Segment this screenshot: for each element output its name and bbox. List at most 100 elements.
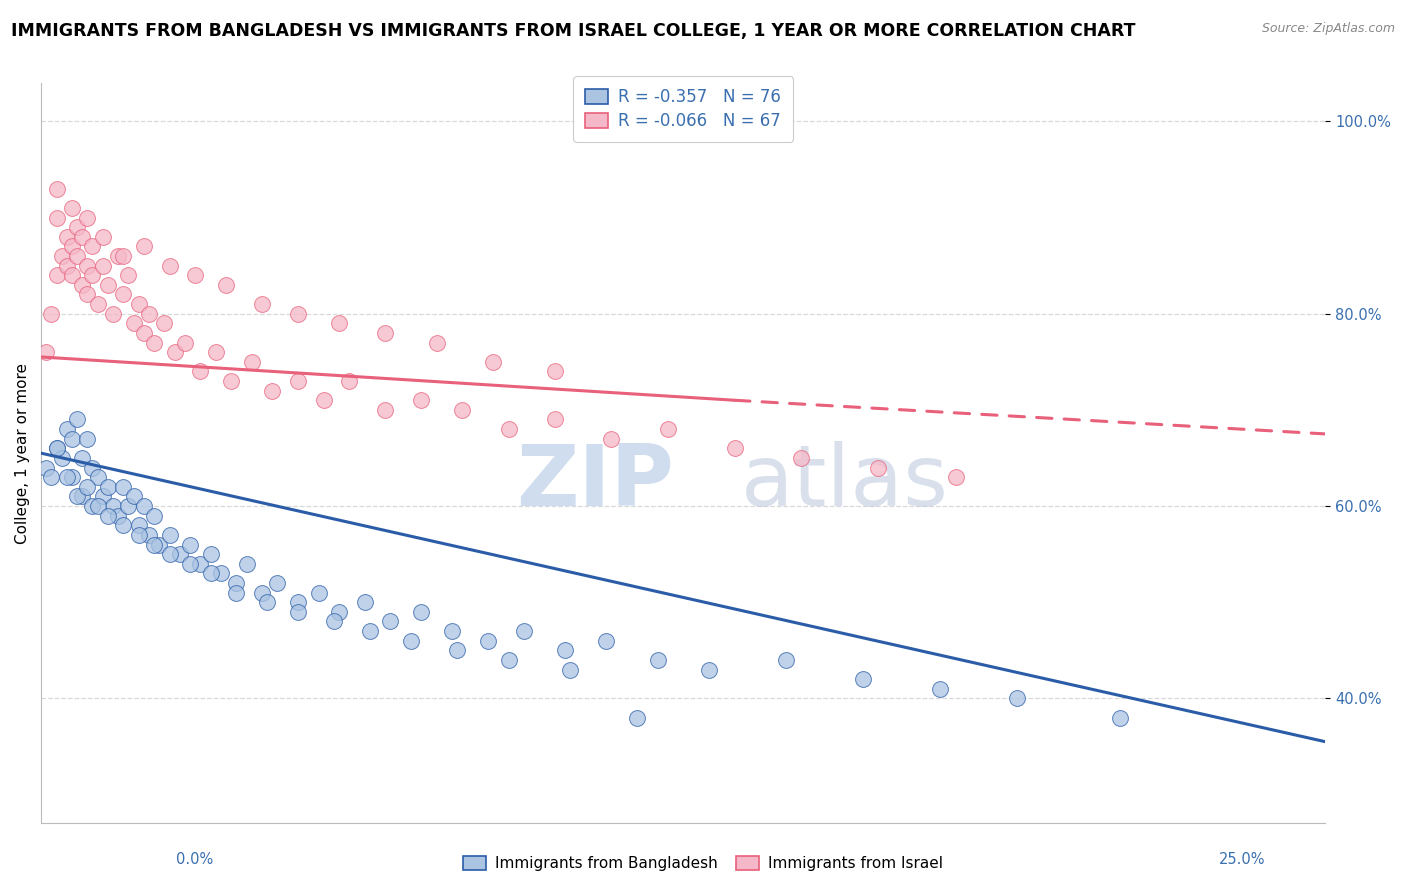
Point [143,537,166,551]
Point [122,316,145,330]
Point [179,537,201,551]
Point [97,277,120,292]
Point [45,211,67,225]
Point [60,201,83,215]
Point [70,277,93,292]
Point [868,460,890,475]
Point [600,432,623,446]
Point [132,326,155,340]
Point [45,268,67,283]
Point [169,547,191,561]
Point [380,615,402,629]
Point [225,585,247,599]
Point [225,576,247,591]
Point [595,633,617,648]
Point [399,633,422,648]
Point [359,624,381,639]
Point [70,450,93,465]
Point [45,442,67,456]
Point [209,566,232,581]
Point [323,615,346,629]
Point [544,412,567,426]
Point [132,499,155,513]
Point [66,220,89,235]
Point [411,393,433,408]
Point [308,585,330,599]
Point [138,528,160,542]
Point [86,297,108,311]
Point [174,335,197,350]
Point [451,403,474,417]
Point [76,259,98,273]
Point [107,508,129,523]
Point [190,364,212,378]
Point [163,345,186,359]
Point [76,432,98,446]
Point [143,335,166,350]
Point [66,249,89,263]
Point [51,249,73,263]
Point [112,480,135,494]
Point [697,663,720,677]
Point [240,355,263,369]
Point [91,229,114,244]
Point [256,595,278,609]
Point [60,470,83,484]
Point [477,633,499,648]
Text: ZIP: ZIP [516,442,673,524]
Point [657,422,679,436]
Text: 0.0%: 0.0% [176,852,212,867]
Point [82,499,104,513]
Point [66,490,89,504]
Point [97,480,120,494]
Point [235,557,257,571]
Point [97,508,120,523]
Point [91,490,114,504]
Point [287,374,309,388]
Point [790,450,813,465]
Point [287,307,309,321]
Point [56,422,79,436]
Point [82,460,104,475]
Point [287,595,309,609]
Point [374,403,396,417]
Point [929,681,952,696]
Point [250,297,273,311]
Point [56,470,79,484]
Legend: R = -0.357   N = 76, R = -0.066   N = 67: R = -0.357 N = 76, R = -0.066 N = 67 [574,77,793,142]
Point [374,326,396,340]
Y-axis label: College, 1 year or more: College, 1 year or more [15,363,30,543]
Point [852,672,875,686]
Point [76,287,98,301]
Point [60,268,83,283]
Point [101,307,124,321]
Point [51,450,73,465]
Point [337,374,360,388]
Point [328,316,350,330]
Point [204,345,226,359]
Point [101,499,124,513]
Text: IMMIGRANTS FROM BANGLADESH VS IMMIGRANTS FROM ISRAEL COLLEGE, 1 YEAR OR MORE COR: IMMIGRANTS FROM BANGLADESH VS IMMIGRANTS… [11,22,1136,40]
Point [45,181,67,195]
Point [112,287,135,301]
Point [312,393,335,408]
Point [179,557,201,571]
Point [250,585,273,599]
Point [107,249,129,263]
Point [76,480,98,494]
Point [513,624,536,639]
Point [138,307,160,321]
Point [411,605,433,619]
Text: Source: ZipAtlas.com: Source: ZipAtlas.com [1261,22,1395,36]
Point [1109,711,1132,725]
Point [153,316,176,330]
Legend: Immigrants from Bangladesh, Immigrants from Israel: Immigrants from Bangladesh, Immigrants f… [457,850,949,877]
Point [76,211,98,225]
Point [66,412,89,426]
Point [117,268,139,283]
Point [190,557,212,571]
Point [128,518,150,533]
Point [200,566,222,581]
Point [148,537,170,551]
Point [41,470,63,484]
